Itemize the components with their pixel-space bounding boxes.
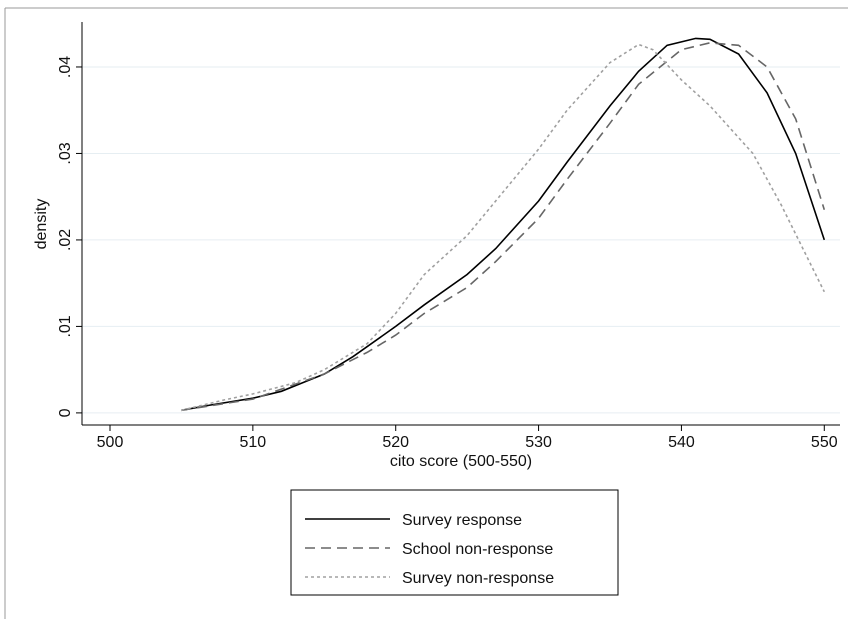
density-line <box>181 41 826 412</box>
x-axis-label: cito score (500-550) <box>390 453 532 470</box>
x-tick-label: 510 <box>240 434 267 451</box>
density-line <box>181 37 826 412</box>
y-tick-label: 0 <box>57 408 74 417</box>
legend-label: Survey non-response <box>402 570 554 587</box>
x-tick-label: 530 <box>525 434 552 451</box>
x-tick-label: 520 <box>382 434 409 451</box>
y-axis-label: density <box>33 199 50 250</box>
y-tick-label: .02 <box>57 229 74 251</box>
x-tick-label: 550 <box>811 434 838 451</box>
y-tick-label: .04 <box>57 56 74 78</box>
y-tick-label: .01 <box>57 315 74 337</box>
legend-label: School non-response <box>402 541 553 558</box>
legend-label: Survey response <box>402 512 522 529</box>
legend-box <box>290 489 619 596</box>
y-tick-label: .03 <box>57 142 74 164</box>
x-tick-label: 500 <box>97 434 124 451</box>
x-tick-label: 540 <box>668 434 695 451</box>
density-line <box>181 43 826 412</box>
